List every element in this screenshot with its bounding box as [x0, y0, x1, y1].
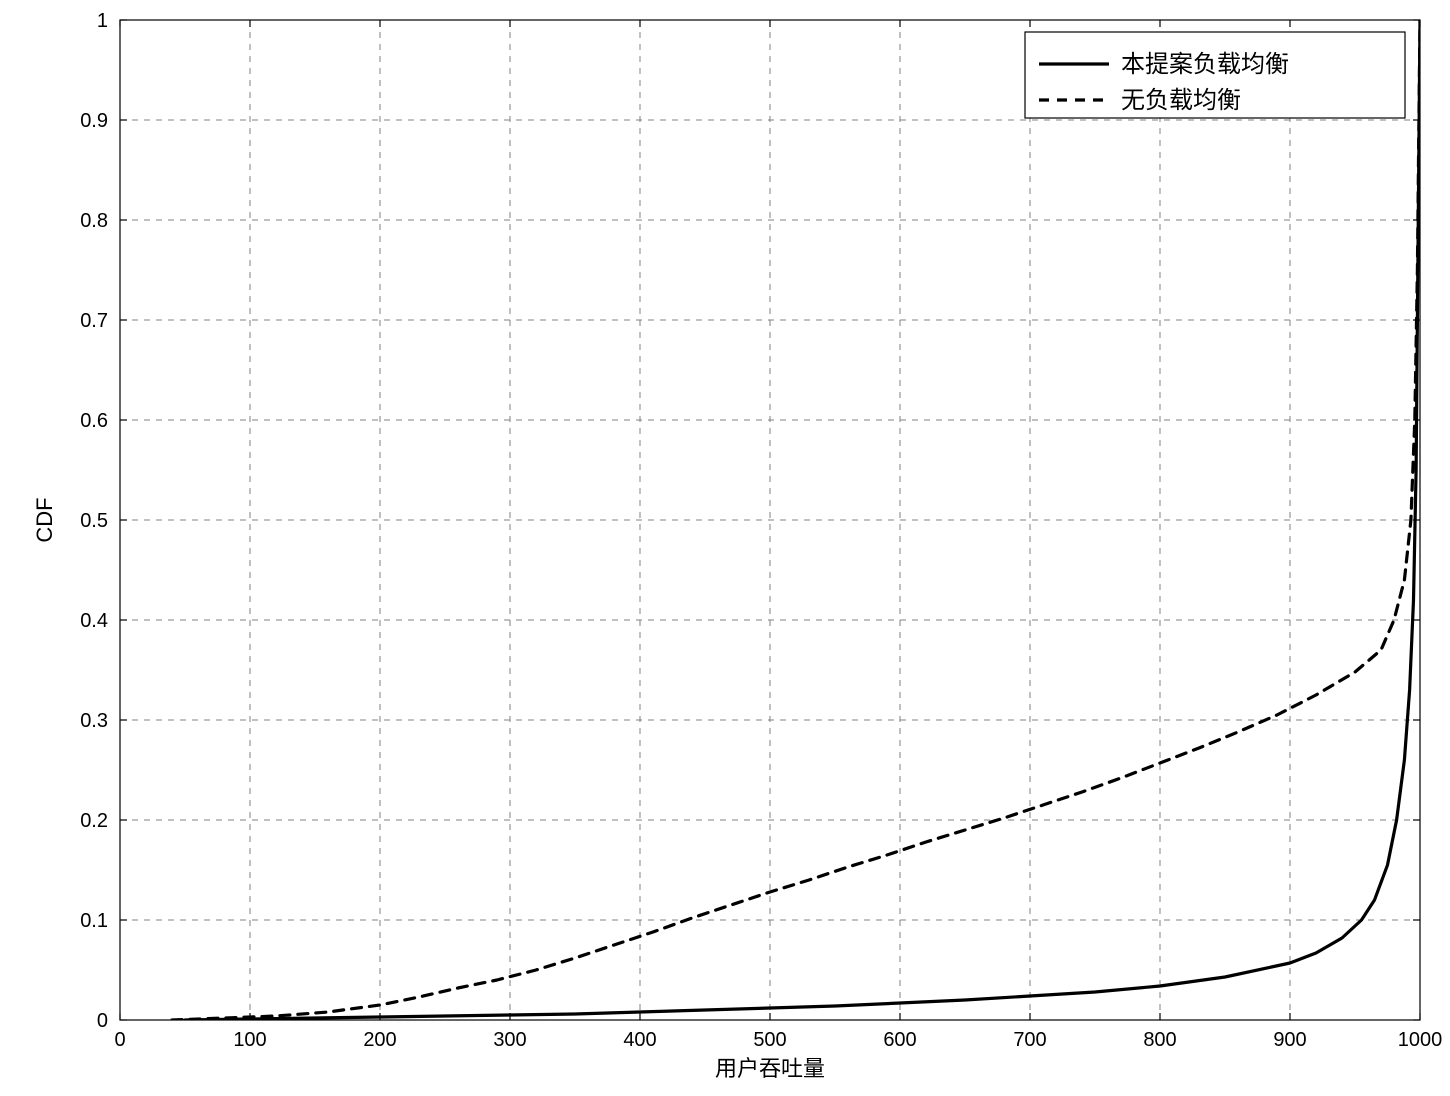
y-tick-label: 0.2 [80, 810, 108, 832]
chart-svg: 0 100 200 300 400 500 600 700 800 900 1000 0 0.1 0.2 0… [0, 0, 1450, 1096]
x-tick-label: 400 [623, 1029, 656, 1051]
x-tick-label: 600 [883, 1029, 916, 1051]
y-tick-label: 0.1 [80, 910, 108, 932]
y-axis-label: CDF [32, 497, 57, 542]
y-tick-label: 0.9 [80, 110, 108, 132]
x-axis-label: 用户吞吐量 [715, 1056, 825, 1081]
x-tick-label: 900 [1273, 1029, 1306, 1051]
y-tick-label: 0.5 [80, 510, 108, 532]
legend-label-no_lb: 无负载均衡 [1121, 87, 1241, 114]
x-tick-label: 1000 [1398, 1029, 1443, 1051]
x-tick-label: 0 [114, 1029, 125, 1051]
y-tick-label: 0.3 [80, 710, 108, 732]
x-tick-label: 700 [1013, 1029, 1046, 1051]
y-tick-label: 0.6 [80, 410, 108, 432]
y-tick-label: 0 [97, 1010, 108, 1032]
x-tick-label: 300 [493, 1029, 526, 1051]
y-tick-label: 0.7 [80, 310, 108, 332]
legend: 本提案负载均衡无负载均衡 [1025, 32, 1405, 118]
x-tick-label: 200 [363, 1029, 396, 1051]
x-tick-label: 500 [753, 1029, 786, 1051]
x-tick-label: 100 [233, 1029, 266, 1051]
y-tick-label: 1 [97, 10, 108, 32]
y-tick-label: 0.4 [80, 610, 108, 632]
legend-label-proposal_lb: 本提案负载均衡 [1121, 51, 1289, 78]
y-tick-label: 0.8 [80, 210, 108, 232]
x-tick-label: 800 [1143, 1029, 1176, 1051]
cdf-chart: 0 100 200 300 400 500 600 700 800 900 1000 0 0.1 0.2 0… [0, 0, 1450, 1096]
